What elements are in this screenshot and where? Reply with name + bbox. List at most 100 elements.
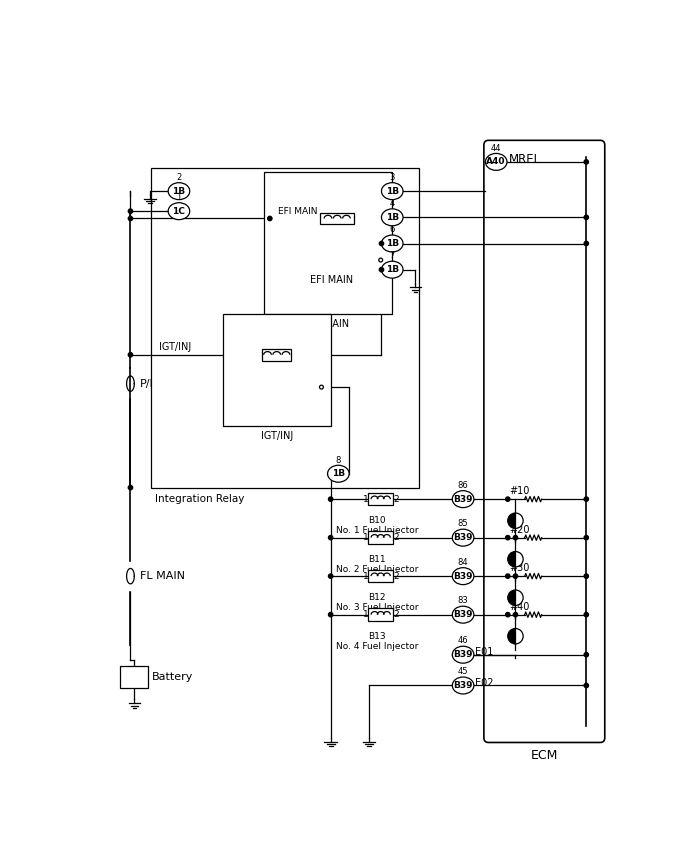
Text: 2: 2 <box>393 534 399 542</box>
Text: 6: 6 <box>390 225 395 234</box>
Ellipse shape <box>328 465 349 482</box>
Bar <box>264 172 392 315</box>
Ellipse shape <box>453 568 474 585</box>
Ellipse shape <box>381 262 403 278</box>
Text: 1: 1 <box>363 572 368 581</box>
Text: B39: B39 <box>453 650 473 659</box>
Ellipse shape <box>381 235 403 252</box>
Circle shape <box>267 216 272 221</box>
Circle shape <box>584 612 589 616</box>
Text: P/I: P/I <box>140 379 153 389</box>
Circle shape <box>584 652 589 657</box>
Circle shape <box>129 209 133 214</box>
Text: 1B: 1B <box>386 213 399 221</box>
Text: #10: #10 <box>509 486 530 496</box>
Circle shape <box>508 628 523 644</box>
Text: 46: 46 <box>457 636 468 646</box>
Circle shape <box>508 551 523 567</box>
Text: B39: B39 <box>453 572 473 581</box>
Circle shape <box>379 268 384 272</box>
Circle shape <box>328 574 333 578</box>
Bar <box>320 213 354 224</box>
Text: Battery: Battery <box>152 672 193 682</box>
Bar <box>368 532 393 544</box>
Ellipse shape <box>453 606 474 623</box>
Circle shape <box>379 258 383 262</box>
Text: B39: B39 <box>453 534 473 542</box>
Text: B39: B39 <box>453 610 473 619</box>
Text: 1: 1 <box>363 495 368 504</box>
Text: EFI MAIN: EFI MAIN <box>306 319 350 329</box>
Ellipse shape <box>381 183 403 199</box>
Text: 1C: 1C <box>173 207 185 215</box>
Circle shape <box>584 683 589 687</box>
Circle shape <box>379 241 384 245</box>
Text: 45: 45 <box>458 667 468 676</box>
Text: 1B: 1B <box>386 186 399 196</box>
Circle shape <box>506 535 510 540</box>
Bar <box>151 168 419 487</box>
Ellipse shape <box>168 203 190 220</box>
Text: 44: 44 <box>491 144 502 153</box>
Text: 2: 2 <box>176 173 182 182</box>
Text: Integration Relay: Integration Relay <box>155 493 245 504</box>
Bar <box>262 349 292 361</box>
Text: 2: 2 <box>393 610 399 619</box>
Text: E01: E01 <box>475 647 493 657</box>
Circle shape <box>508 513 523 528</box>
Text: EFI MAIN: EFI MAIN <box>278 207 317 216</box>
Circle shape <box>584 535 589 540</box>
Circle shape <box>513 574 518 578</box>
Circle shape <box>584 215 589 220</box>
Bar <box>120 666 148 687</box>
Circle shape <box>506 612 510 616</box>
Text: ECM: ECM <box>531 749 558 762</box>
Text: B12
No. 3 Fuel Injector: B12 No. 3 Fuel Injector <box>336 593 418 612</box>
Circle shape <box>584 160 589 164</box>
Circle shape <box>328 497 333 501</box>
Text: IGT/INJ: IGT/INJ <box>261 431 293 440</box>
Text: 1B: 1B <box>172 186 185 196</box>
Text: B39: B39 <box>453 681 473 690</box>
Ellipse shape <box>453 491 474 508</box>
Bar <box>368 493 393 505</box>
Wedge shape <box>508 628 515 644</box>
Circle shape <box>584 497 589 501</box>
Circle shape <box>129 486 133 490</box>
Text: 3: 3 <box>390 173 395 182</box>
Text: MREL: MREL <box>509 153 540 166</box>
Text: 1B: 1B <box>386 265 399 274</box>
Text: 1: 1 <box>363 610 368 619</box>
Bar <box>368 570 393 582</box>
Wedge shape <box>508 513 515 528</box>
Circle shape <box>584 574 589 578</box>
Text: 2: 2 <box>393 495 399 504</box>
Circle shape <box>506 574 510 578</box>
Text: 83: 83 <box>457 597 468 605</box>
Ellipse shape <box>453 529 474 546</box>
Circle shape <box>328 612 333 616</box>
Text: 1B: 1B <box>332 469 345 478</box>
Ellipse shape <box>453 677 474 694</box>
Circle shape <box>328 535 333 540</box>
Wedge shape <box>508 590 515 605</box>
Circle shape <box>506 497 510 501</box>
Circle shape <box>584 241 589 245</box>
Circle shape <box>513 612 518 616</box>
FancyBboxPatch shape <box>484 140 605 742</box>
Text: FL MAIN: FL MAIN <box>140 571 184 581</box>
Text: 7: 7 <box>390 251 395 261</box>
Text: 86: 86 <box>457 481 468 490</box>
Circle shape <box>319 386 323 389</box>
Circle shape <box>513 535 518 540</box>
Circle shape <box>508 590 523 605</box>
Circle shape <box>129 216 133 221</box>
Circle shape <box>129 352 133 357</box>
Ellipse shape <box>485 153 507 170</box>
Ellipse shape <box>453 646 474 663</box>
Text: 1: 1 <box>363 534 368 542</box>
Bar <box>368 609 393 621</box>
Text: 84: 84 <box>457 558 468 567</box>
Text: A40: A40 <box>486 157 506 167</box>
Text: B10
No. 1 Fuel Injector: B10 No. 1 Fuel Injector <box>336 516 418 535</box>
